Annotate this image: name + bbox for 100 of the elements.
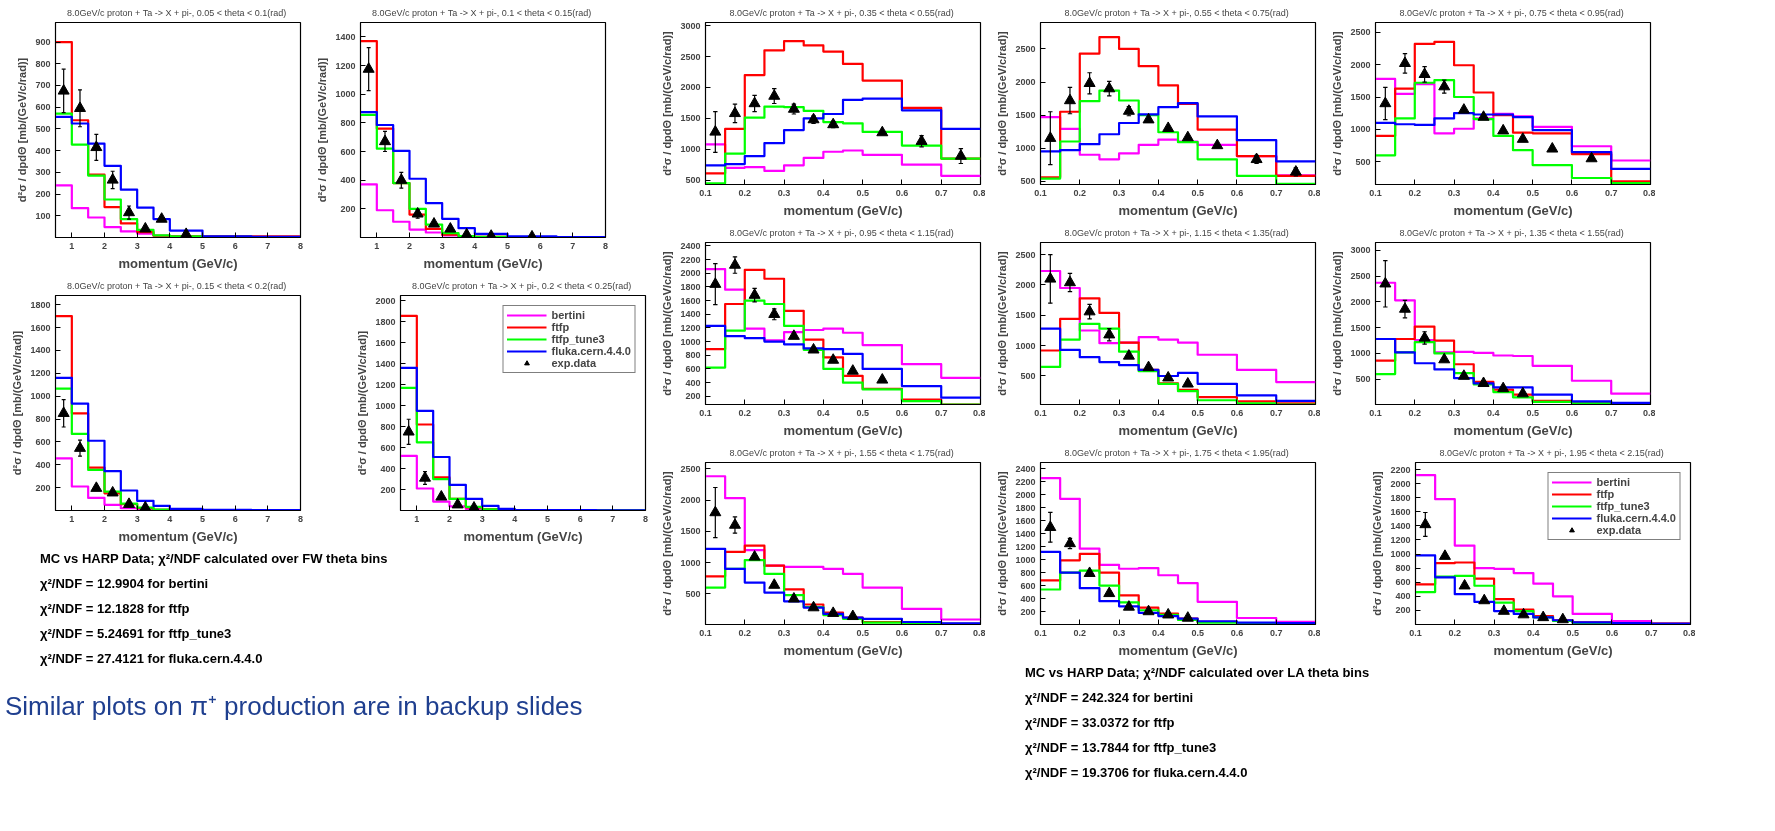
y-tick-label: 2000	[1015, 279, 1036, 290]
point	[1044, 520, 1057, 531]
point	[787, 329, 800, 340]
x-tick-label: 0.4	[1527, 627, 1540, 638]
y-tick-label: 400	[340, 175, 356, 186]
x-tick-label: 1	[69, 240, 75, 251]
y-tick-label: 2500	[1350, 27, 1371, 38]
point	[435, 490, 448, 501]
y-tick-label: 500	[685, 588, 701, 599]
y-axis-title: d²σ / dpdΘ [mb/(GeV/c/rad)]	[11, 330, 24, 476]
x-tick-label: 0.6	[895, 627, 909, 638]
y-tick-label: 400	[35, 145, 51, 156]
x-tick-label: 8	[298, 240, 304, 251]
x-tick-label: 0.5	[1526, 187, 1539, 198]
point	[1497, 123, 1510, 135]
y-tick-label: 400	[1395, 591, 1411, 602]
x-tick-label: 0.3	[1112, 627, 1126, 638]
y-tick-label: 2200	[1390, 464, 1411, 475]
y-tick-label: 200	[1395, 605, 1411, 616]
point	[57, 406, 70, 417]
x-tick-label: 0.5	[856, 627, 869, 638]
y-tick-label: 500	[1020, 176, 1036, 187]
chart-title: 8.0GeV/c proton + Ta -> X + pi-, 0.1 < theta < 0.15(rad)	[372, 7, 592, 18]
text: χ²/NDF = 33.0372 for ftfp	[1025, 715, 1175, 730]
x-tick-label: 0.2	[738, 627, 752, 638]
point	[1083, 566, 1096, 577]
y-tick-label: 3000	[1350, 245, 1371, 256]
legend-label: fluka.cern.4.4.0	[1596, 512, 1676, 524]
point	[444, 222, 457, 233]
chart-title: 8.0GeV/c proton + Ta -> X + pi-, 0.2 < theta < 0.25(rad)	[412, 280, 632, 291]
point	[1516, 132, 1529, 143]
x-tick-label: 0.5	[1191, 627, 1204, 638]
x-tick-label: 0.3	[777, 627, 791, 638]
legend-label: ftfp_tune3	[1596, 500, 1650, 512]
point	[1083, 76, 1096, 88]
y-tick-label: 900	[35, 37, 51, 48]
y-tick-label: 1000	[1350, 348, 1371, 359]
y-tick-label: 400	[380, 463, 396, 474]
chart-title: 8.0GeV/c proton + Ta -> X + pi-, 1.75 < theta < 1.95(rad)	[1064, 447, 1289, 458]
point	[139, 221, 152, 233]
point	[876, 373, 889, 384]
x-tick-label: 0.3	[1112, 407, 1126, 418]
point	[1122, 600, 1135, 611]
x-tick-label: 0.5	[856, 187, 869, 198]
x-axis-title: momentum (GeV/c)	[783, 202, 903, 218]
y-tick-label: 1000	[1350, 124, 1371, 135]
x-axis-title: momentum (GeV/c)	[1493, 642, 1613, 658]
x-tick-label: 8	[298, 513, 304, 524]
x-tick-label: 0.1	[1034, 627, 1047, 638]
point	[155, 212, 168, 223]
x-tick-label: 0.6	[1230, 627, 1244, 638]
x-tick-label: 7	[610, 513, 616, 524]
point	[1044, 272, 1057, 283]
y-tick-label: 1200	[375, 379, 396, 390]
x-tick-label: 0.7	[1604, 187, 1618, 198]
y-tick-label: 800	[340, 117, 356, 128]
text: χ²/NDF = 12.9904 for bertini	[40, 576, 209, 591]
point	[395, 173, 408, 184]
point	[1477, 376, 1490, 388]
chart-title: 8.0GeV/c proton + Ta -> X + pi-, 0.75 < theta < 0.95(rad)	[1399, 7, 1624, 18]
point	[139, 500, 152, 511]
x-tick-label: 0.2	[1408, 407, 1422, 418]
y-axis-title: d²σ / dpdΘ [mb/(GeV/c/rad)]	[996, 250, 1009, 396]
x-axis-title: momentum (GeV/c)	[1453, 202, 1573, 218]
point	[876, 125, 889, 137]
chart-title: 8.0GeV/c proton + Ta -> X + pi-, 0.05 < theta < 0.1(rad)	[67, 7, 287, 18]
x-tick-label: 0.1	[699, 407, 712, 418]
point	[460, 227, 473, 238]
point	[451, 497, 464, 509]
legend-label: exp.data	[551, 357, 597, 369]
y-tick-label: 400	[1020, 593, 1036, 604]
x-tick-label: 0.2	[1073, 407, 1087, 418]
y-tick-label: 2500	[680, 51, 701, 62]
point	[1457, 103, 1470, 114]
y-tick-label: 100	[35, 210, 51, 221]
y-tick-label: 1600	[375, 337, 396, 348]
y-tick-label: 1000	[1390, 549, 1411, 560]
y-tick-label: 1000	[680, 144, 701, 155]
y-tick-label: 200	[35, 482, 51, 493]
text: MC vs HARP Data; χ²/NDF calculated over FW theta bins	[40, 551, 388, 566]
y-tick-label: 2000	[680, 268, 701, 279]
x-tick-label: 0.8	[972, 627, 986, 638]
text: χ²/NDF = 13.7844 for ftfp_tune3	[1025, 740, 1217, 755]
point	[807, 600, 820, 612]
x-tick-label: 0.6	[1565, 407, 1579, 418]
x-tick-label: 0.2	[738, 187, 752, 198]
y-tick-label: 1200	[1015, 541, 1036, 552]
x-axis-title: momentum (GeV/c)	[783, 422, 903, 438]
point	[1418, 67, 1431, 79]
y-tick-label: 1200	[30, 368, 51, 379]
x-axis-title: momentum (GeV/c)	[1118, 422, 1238, 438]
chart-title: 8.0GeV/c proton + Ta -> X + pi-, 0.55 < theta < 0.75(rad)	[1064, 7, 1289, 18]
x-tick-label: 2	[102, 513, 108, 524]
x-tick-label: 0.3	[1112, 187, 1126, 198]
x-axis-title: momentum (GeV/c)	[423, 255, 543, 271]
y-tick-label: 200	[685, 391, 701, 402]
y-axis-title: d²σ / dpdΘ [mb/(GeV/c/rad)]	[16, 57, 29, 203]
y-axis-title: d²σ / dpdΘ [mb/(GeV/c/rad)]	[996, 470, 1009, 616]
y-axis-title: d²σ / dpdΘ [mb/(GeV/c/rad)]	[356, 330, 369, 476]
legend-label: bertini	[551, 309, 586, 321]
